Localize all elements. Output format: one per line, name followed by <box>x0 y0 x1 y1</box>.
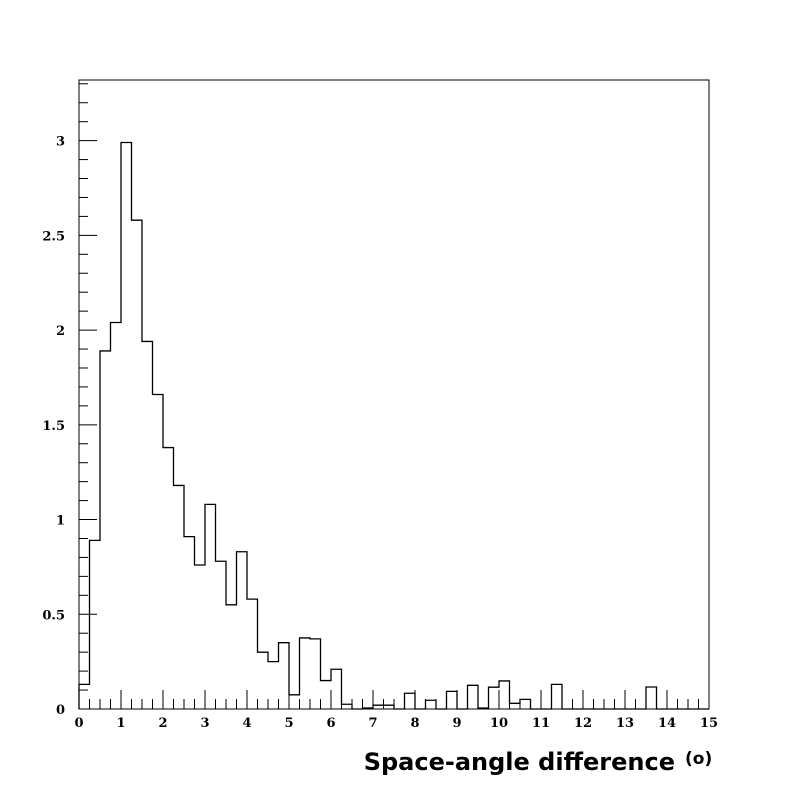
x-tick-label: 5 <box>284 716 293 731</box>
x-tick-label: 4 <box>242 716 251 731</box>
x-axis-label: Space-angle difference <box>364 748 675 776</box>
histogram-bin <box>447 691 458 709</box>
histogram-bin <box>646 687 657 709</box>
x-tick-label: 11 <box>532 716 550 731</box>
histogram-bin <box>100 351 111 709</box>
x-tick-label: 3 <box>200 716 209 731</box>
histogram-bin <box>142 341 153 709</box>
histogram-bin <box>426 700 437 709</box>
histogram-bin <box>310 639 321 709</box>
histogram-bin <box>79 684 90 709</box>
y-tick-label: 2 <box>56 324 65 339</box>
histogram-bin <box>300 638 311 709</box>
histogram-bin <box>289 695 300 709</box>
histogram-bin <box>216 561 227 709</box>
histogram-bin <box>237 552 248 709</box>
x-tick-label: 1 <box>116 716 125 731</box>
histogram-bin <box>405 693 416 709</box>
y-tick-label: 0.5 <box>42 608 65 623</box>
y-tick-label: 1 <box>56 514 65 529</box>
histogram-bin <box>184 537 195 709</box>
x-tick-label: 8 <box>410 716 419 731</box>
x-tick-label: 0 <box>74 716 83 731</box>
histogram-bin <box>195 565 206 709</box>
y-tick-label: 0 <box>56 703 65 718</box>
x-tick-label: 6 <box>326 716 335 731</box>
histogram-bins <box>79 143 657 709</box>
histogram-bin <box>226 605 237 709</box>
histogram-bin <box>520 699 531 709</box>
histogram-bin <box>90 540 101 709</box>
histogram-bin <box>258 652 269 709</box>
x-tick-label: 13 <box>616 716 634 731</box>
y-tick-label: 3 <box>56 135 65 150</box>
x-tick-label: 2 <box>158 716 167 731</box>
y-tick-label: 1.5 <box>42 419 65 434</box>
histogram-bin <box>111 323 122 709</box>
histogram-bin <box>342 704 353 709</box>
histogram-bin <box>321 681 332 709</box>
x-tick-label: 7 <box>368 716 377 731</box>
x-tick-label: 14 <box>658 716 676 731</box>
histogram-bin <box>153 395 164 710</box>
y-tick-label: 2.5 <box>42 229 65 244</box>
histogram-bin <box>499 681 510 709</box>
histogram-bin <box>489 687 500 709</box>
histogram-bin <box>331 669 342 709</box>
x-tick-label: 10 <box>490 716 508 731</box>
histogram-bin <box>121 143 132 709</box>
histogram-bin <box>468 685 479 709</box>
histogram-bin <box>205 504 216 709</box>
histogram-bin <box>268 662 279 709</box>
histogram-bin <box>279 643 290 709</box>
histogram-bin <box>247 599 258 709</box>
histogram-line <box>78 141 709 710</box>
x-tick-label: 9 <box>452 716 461 731</box>
x-tick-label: 12 <box>574 716 592 731</box>
histogram-bin <box>174 485 185 709</box>
histogram-bin <box>132 220 143 709</box>
x-axis-unit: (o) <box>685 749 712 769</box>
x-tick-label: 15 <box>700 716 718 731</box>
plot-frame <box>78 79 710 710</box>
histogram-bin <box>163 448 174 709</box>
histogram-bin <box>552 684 563 709</box>
histogram-bin <box>510 703 521 709</box>
